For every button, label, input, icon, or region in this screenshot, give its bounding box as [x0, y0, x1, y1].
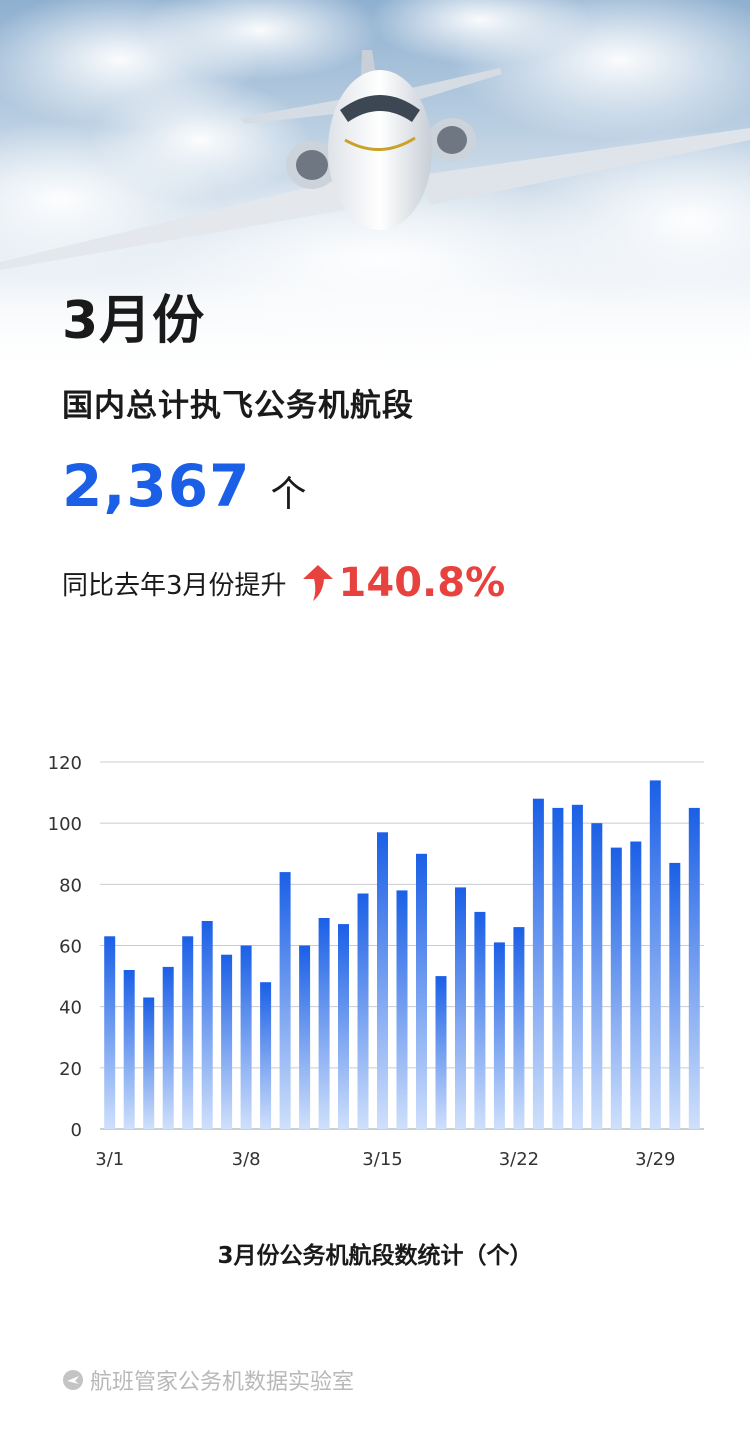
bar-3-31: [688, 807, 700, 1129]
bar-3-14: [357, 893, 369, 1129]
x-tick-label: 3/15: [362, 1149, 402, 1170]
page-subtitle: 国内总计执飞公务机航段: [62, 388, 414, 424]
bar-3-15: [377, 832, 388, 1129]
y-tick-label: 0: [71, 1120, 82, 1141]
bar-3-9: [260, 982, 272, 1129]
bar-3-24: [552, 807, 564, 1129]
bar-3-3: [143, 997, 155, 1129]
bar-3-1: [104, 936, 116, 1129]
y-tick-label: 40: [59, 998, 82, 1019]
x-tick-label: 3/8: [232, 1149, 261, 1170]
arrow-up-icon: [301, 563, 335, 603]
bar-3-18: [435, 976, 447, 1129]
growth-label: 同比去年3月份提升: [62, 570, 287, 601]
bar-chart: 0 20 40 60 80 100 120 3/1 3/8 3/15 3/22 3/29: [48, 753, 704, 1170]
daily-flights-chart: 0 20 40 60 80 100 120 3/1 3/8 3/15 3/22 3/29: [0, 740, 750, 1180]
bar-3-5: [182, 936, 194, 1129]
y-tick-label: 60: [59, 937, 82, 958]
bar-3-2: [123, 970, 135, 1129]
bar-3-19: [455, 887, 466, 1129]
bar-3-23: [532, 798, 544, 1129]
bar-3-16: [396, 890, 408, 1129]
bar-3-17: [416, 853, 427, 1130]
jet-in-clouds-image: [0, 0, 750, 380]
growth-stat: 同比去年3月份提升 140.8%: [62, 560, 505, 606]
page-title: 3月份: [62, 291, 206, 351]
bar-3-27: [610, 847, 622, 1129]
x-tick-label: 3/29: [635, 1149, 675, 1170]
footer-brand: 航班管家公务机数据实验室: [62, 1364, 354, 1396]
bar-3-21: [493, 942, 505, 1129]
plane-logo-icon: [62, 1369, 84, 1391]
y-tick-label: 100: [48, 814, 82, 835]
bar-3-8: [240, 945, 252, 1129]
x-tick-label: 3/1: [95, 1149, 124, 1170]
bar-3-29: [649, 780, 661, 1129]
growth-value: 140.8%: [338, 560, 506, 606]
bar-3-20: [474, 911, 486, 1129]
bar-3-13: [338, 924, 349, 1129]
total-unit: 个: [270, 474, 307, 515]
bar-3-22: [513, 927, 525, 1129]
bar-3-7: [221, 954, 233, 1129]
bar-3-28: [630, 841, 642, 1129]
bar-3-30: [669, 862, 681, 1129]
bar-3-10: [279, 872, 291, 1129]
total-value: 2,367: [62, 452, 251, 520]
bar-3-12: [318, 918, 330, 1129]
chart-title: 3月份公务机航段数统计（个）: [217, 1243, 533, 1269]
y-tick-label: 80: [59, 875, 82, 896]
y-tick-label: 20: [59, 1059, 82, 1080]
total-stat: 2,367 个: [62, 452, 306, 520]
bar-3-4: [162, 966, 174, 1129]
bar-3-11: [299, 945, 311, 1129]
y-tick-label: 120: [48, 753, 82, 774]
bar-3-25: [571, 804, 583, 1129]
hero-background: [0, 0, 750, 380]
x-tick-label: 3/22: [499, 1149, 539, 1170]
bar-3-6: [201, 921, 213, 1129]
footer-text: 航班管家公务机数据实验室: [90, 1370, 355, 1395]
bar-3-26: [591, 823, 603, 1129]
